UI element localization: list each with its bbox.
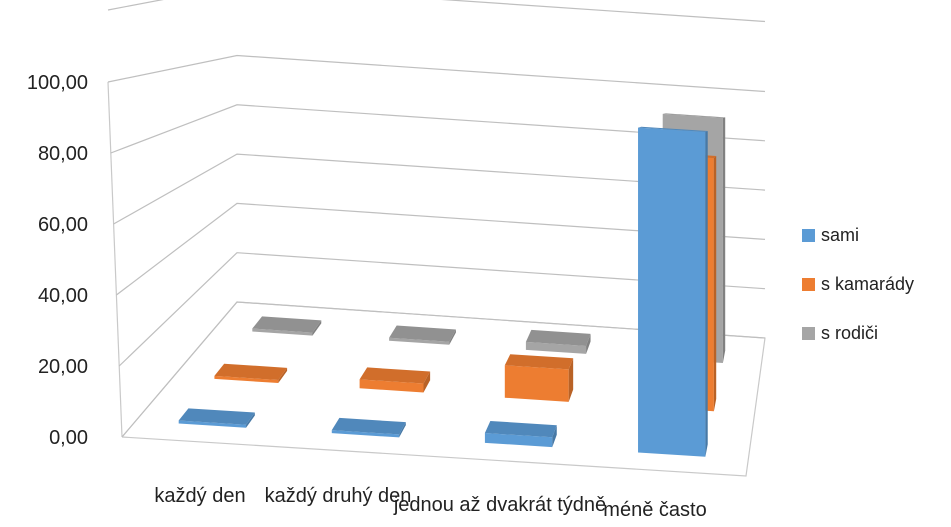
chart-side-wall-edge (107, 81, 123, 438)
bar-sami-kazdy-druhy-den (331, 417, 406, 438)
bar-side-face (586, 333, 591, 354)
bar-s-rodici-kazdy-druhy-den (389, 325, 456, 345)
bar-side-face (713, 156, 717, 412)
bar-side-face (568, 358, 574, 402)
bar-top-face (359, 367, 431, 384)
bar-top-face (525, 329, 591, 346)
legend-swatch-sami (802, 228, 815, 242)
bar-s-kamarady-kazdy-druhy-den (359, 367, 431, 393)
gridline (116, 202, 766, 296)
x-tick-label-kazdy-druhy-den: každý druhý den (265, 485, 412, 507)
bar-s-kamarady-jednou-az-dvakrat-tydne (504, 354, 574, 402)
bar-top-face (484, 420, 557, 438)
bar-front-face (214, 375, 279, 384)
gridline (113, 153, 766, 225)
legend-swatch-s-kamarady (802, 277, 815, 291)
gridline (107, 54, 766, 93)
bar-side-face (722, 117, 726, 364)
bar-side-face (278, 367, 288, 384)
gridline (121, 301, 766, 438)
legend-item-s-rodici[interactable]: s rodiči (802, 322, 950, 344)
legend-swatch-s-rodici (802, 326, 815, 340)
chart-gridlines (107, 0, 766, 438)
bar-front-face (389, 337, 450, 345)
bar-top-face (331, 417, 406, 435)
y-tick-label: 60,00 (38, 214, 88, 236)
x-tick-label-kazdy-den: každý den (154, 485, 245, 507)
y-tick-label: 40,00 (38, 285, 88, 307)
bar-side-face (552, 425, 557, 448)
bar-top-face (252, 316, 322, 333)
bar-front-face (331, 430, 400, 438)
bar-top-face (504, 354, 574, 370)
y-tick-label: 80,00 (38, 143, 88, 165)
y-axis-tick-labels: 0,00 20,00 40,00 60,00 80,00 100,00 (27, 72, 88, 449)
y-tick-label: 100,00 (27, 72, 88, 94)
bar-front-face (252, 328, 313, 336)
bar-sami-jednou-az-dvakrat-tydne (484, 420, 557, 448)
bar-sami-kazdy-den (178, 408, 255, 428)
gridline (107, 0, 766, 23)
bar-s-kamarady-kazdy-den (214, 363, 288, 384)
bar-front-face (484, 433, 553, 448)
legend-item-sami[interactable]: sami (802, 224, 950, 246)
bar-top-face (638, 126, 708, 132)
legend-label-sami: sami (821, 224, 860, 245)
bar-top-face (389, 325, 456, 342)
x-tick-label-mene-casto: méně často (603, 499, 706, 521)
chart-bars (178, 113, 726, 457)
bar-side-face (449, 329, 456, 345)
bar-s-rodici-kazdy-den (252, 316, 322, 336)
gridline (110, 104, 766, 154)
bar-top-face (178, 408, 255, 425)
bar-sami-mene-casto (638, 126, 708, 457)
bar-front-face (525, 341, 587, 354)
legend-item-s-kamarady[interactable]: s kamarády (802, 273, 950, 295)
y-tick-label: 0,00 (49, 427, 88, 449)
bar-side-face (705, 130, 708, 457)
bar-front-face (178, 420, 247, 428)
bar-front-face (638, 127, 706, 457)
chart-legend: sami s kamarády s rodiči (802, 224, 950, 371)
x-tick-label-jednou-az-dvakrat-tydne: jednou až dvakrát týdně (393, 494, 606, 516)
bar-front-face (504, 365, 569, 402)
y-tick-label: 20,00 (38, 356, 88, 378)
legend-label-s-rodici: s rodiči (821, 322, 879, 343)
bar-side-face (312, 320, 322, 336)
legend-label-s-kamarady: s kamarády (821, 273, 915, 294)
bar-front-face (359, 379, 424, 393)
bar-side-face (399, 422, 406, 438)
gridline (118, 252, 766, 367)
bar-side-face (423, 371, 431, 393)
bar-top-face (662, 113, 726, 118)
bar-top-face (214, 363, 288, 381)
bar-s-rodici-jednou-az-dvakrat-tydne (525, 329, 591, 354)
bar-side-face (246, 412, 255, 428)
